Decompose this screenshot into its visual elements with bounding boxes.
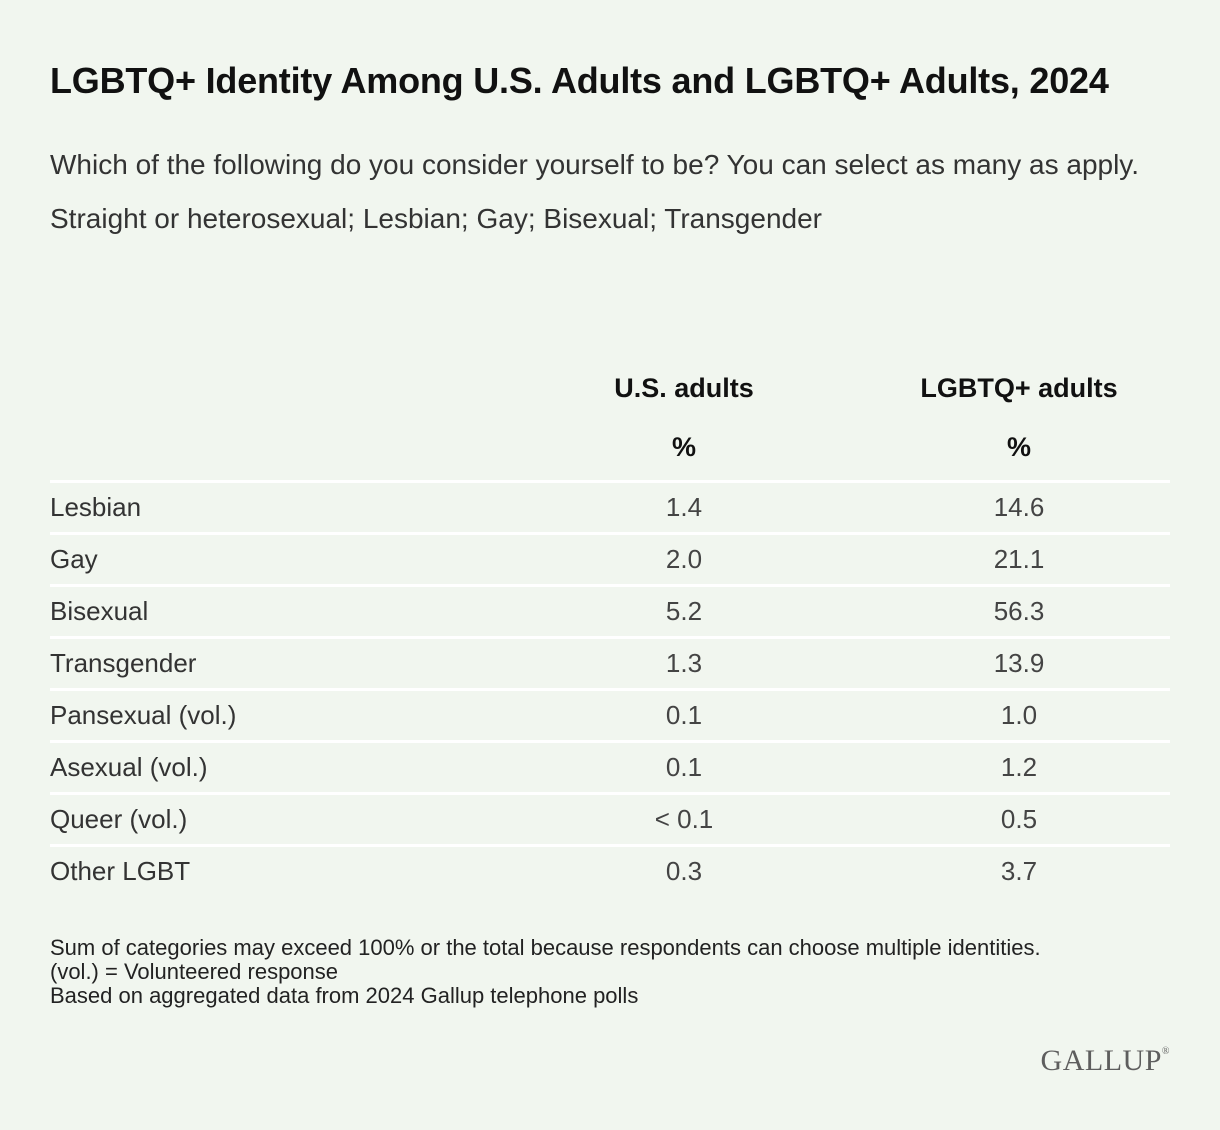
row-label: Pansexual (vol.) <box>50 700 237 730</box>
us-adults-value: 2.0 <box>665 544 703 574</box>
lgbtq-adults-value: 1.2 <box>1000 752 1038 782</box>
header: LGBTQ+ Identity Among U.S. Adults and LG… <box>50 52 1170 246</box>
chart-subtitle: Which of the following do you consider y… <box>50 149 1140 234</box>
us-adults-value: < 0.1 <box>654 804 714 834</box>
us-adults-value: 5.2 <box>665 596 703 626</box>
table-row: Other LGBT 0.3 3.7 <box>50 847 1170 896</box>
table-row: Asexual (vol.) 0.1 1.2 <box>50 743 1170 795</box>
lgbtq-adults-value: 14.6 <box>993 492 1045 522</box>
lgbtq-adults-value: 21.1 <box>993 544 1045 574</box>
footnotes: Sum of categories may exceed 100% or the… <box>50 936 1180 1008</box>
us-adults-value: 0.3 <box>665 856 703 886</box>
lgbtq-adults-value: 0.5 <box>1000 804 1038 834</box>
row-label: Lesbian <box>50 492 142 522</box>
table-row: Pansexual (vol.) 0.1 1.0 <box>50 691 1170 743</box>
data-table: U.S. adults LGBTQ+ adults % % Lesbian 1.4… <box>50 362 1170 896</box>
column-header-lgbtq-adults: LGBTQ+ adults <box>920 372 1118 403</box>
table-header-row: U.S. adults LGBTQ+ adults <box>50 362 1170 414</box>
us-adults-value: 1.4 <box>665 492 703 522</box>
lgbtq-adults-value: 1.0 <box>1000 700 1038 730</box>
unit-us-adults: % <box>671 431 696 462</box>
table-row: Queer (vol.) < 0.1 0.5 <box>50 795 1170 847</box>
table-unit-row: % % <box>50 414 1170 480</box>
logo-text: GALLUP <box>1040 1044 1162 1077</box>
us-adults-value: 0.1 <box>665 700 703 730</box>
table-row: Transgender 1.3 13.9 <box>50 639 1170 691</box>
table-row: Lesbian 1.4 14.6 <box>50 483 1170 535</box>
footnote: Sum of categories may exceed 100% or the… <box>50 935 1041 960</box>
chart-title: LGBTQ+ Identity Among U.S. Adults and LG… <box>50 60 1109 101</box>
column-header-us-adults: U.S. adults <box>614 372 754 403</box>
lgbtq-adults-value: 56.3 <box>993 596 1045 626</box>
row-label: Gay <box>50 544 98 574</box>
table-row: Gay 2.0 21.1 <box>50 535 1170 587</box>
table-body: Lesbian 1.4 14.6 Gay 2.0 21.1 Bisexual 5.2 56.3 T… <box>50 480 1170 896</box>
row-label: Other LGBT <box>50 856 191 886</box>
footnote: Based on aggregated data from 2024 Gallu… <box>50 983 639 1008</box>
registered-mark: ® <box>1161 1046 1170 1057</box>
lgbtq-adults-value: 13.9 <box>993 648 1045 678</box>
us-adults-value: 0.1 <box>665 752 703 782</box>
row-label: Queer (vol.) <box>50 804 188 834</box>
table-row: Bisexual 5.2 56.3 <box>50 587 1170 639</box>
row-label: Asexual (vol.) <box>50 752 208 782</box>
footnote: (vol.) = Volunteered response <box>50 959 339 984</box>
lgbtq-adults-value: 3.7 <box>1000 856 1038 886</box>
row-label: Bisexual <box>50 596 149 626</box>
us-adults-value: 1.3 <box>665 648 703 678</box>
gallup-logo: GALLUP® <box>1041 1044 1170 1078</box>
unit-lgbtq-adults: % <box>1006 431 1031 462</box>
row-label: Transgender <box>50 648 197 678</box>
